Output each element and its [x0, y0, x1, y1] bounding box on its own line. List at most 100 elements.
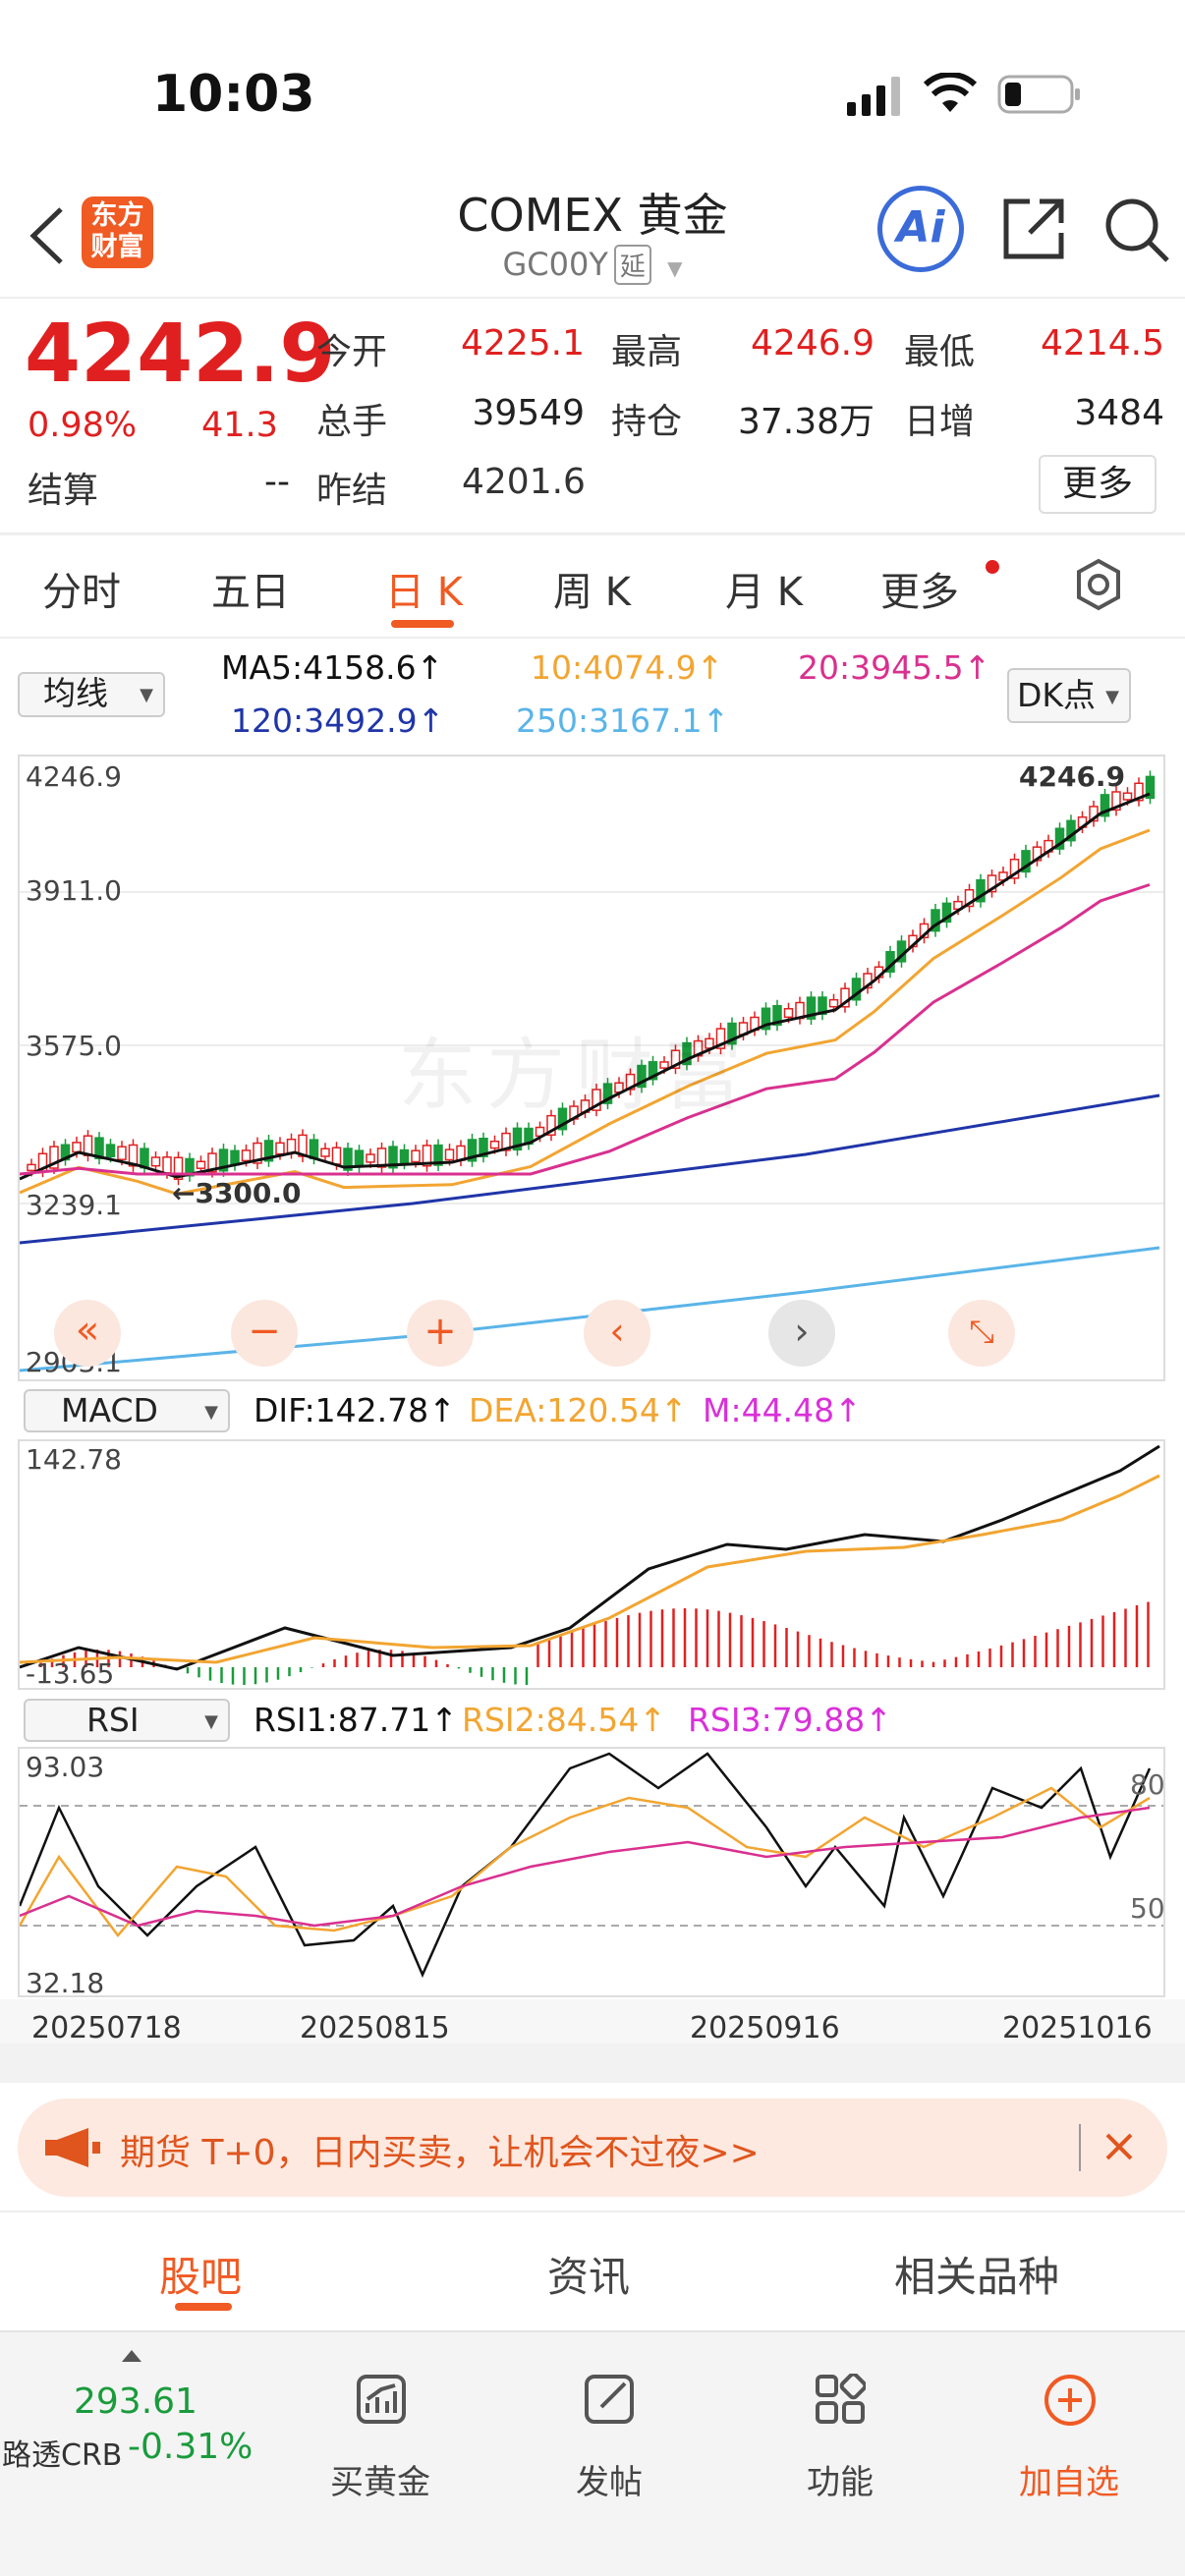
rsi-chart[interactable]: 93.03 32.18 80 50 [18, 1747, 1165, 1999]
candle [828, 998, 839, 1008]
prev-button[interactable]: ‹ [584, 1300, 650, 1367]
function-icon[interactable] [815, 2374, 866, 2425]
close-icon[interactable] [1104, 2132, 1134, 2161]
rsi-level-50: 50 [1130, 1892, 1165, 1925]
candle [512, 1127, 523, 1151]
candle [298, 1134, 308, 1157]
content-tabs: 股吧 资讯 相关品种 [0, 2211, 1185, 2328]
rsi-level-80: 80 [1130, 1768, 1165, 1801]
tab-more[interactable]: 更多 [880, 570, 959, 615]
nav-function[interactable]: 功能 [807, 2463, 874, 2502]
add-watchlist-icon[interactable] [1044, 2374, 1097, 2427]
macd-chart[interactable]: 142.78 -13.65 [18, 1439, 1165, 1690]
zoom-in-button[interactable]: + [407, 1300, 474, 1367]
dk-point-button[interactable]: DK点 [1007, 668, 1131, 723]
rsi2-line [20, 1786, 1151, 1937]
page-title: COMEX 黄金 [457, 189, 728, 242]
rsi-legend: RSI RSI1:87.71↑ RSI2:84.54↑ RSI3:79.88↑ [0, 1697, 1185, 1744]
ma10-value: 10:4074.9↑ [531, 648, 724, 687]
tab-related[interactable]: 相关品种 [894, 2253, 1060, 2301]
ai-button[interactable]: Ai [877, 186, 964, 272]
candle [592, 1089, 601, 1111]
share-icon[interactable] [1000, 196, 1067, 262]
rsi1-value: RSI1:87.71↑ [254, 1701, 458, 1739]
high-label: 最高 [611, 332, 683, 372]
candle [501, 1132, 511, 1151]
candle [546, 1114, 556, 1136]
candle [275, 1142, 285, 1155]
candle [772, 1005, 782, 1026]
candle [1145, 775, 1156, 800]
battery-icon [997, 75, 1080, 114]
indicator-selector[interactable]: 均线 [18, 672, 165, 717]
tab-five-day[interactable]: 五日 [211, 570, 290, 615]
rsi-ymin: 32.18 [26, 1967, 105, 1999]
tab-news[interactable]: 资讯 [547, 2253, 631, 2301]
settings-icon[interactable] [1071, 557, 1126, 612]
next-button[interactable]: › [768, 1300, 835, 1367]
date-label-4: 20251016 [1002, 2011, 1153, 2045]
nav-post[interactable]: 发帖 [576, 2463, 643, 2502]
post-icon[interactable] [584, 2374, 635, 2425]
promo-banner[interactable]: 期货 T+0，日内买卖，让机会不过夜>> [18, 2099, 1167, 2197]
daily-inc-label: 日增 [904, 402, 976, 442]
candle [94, 1137, 104, 1159]
tab-weekly-k[interactable]: 周 K [553, 570, 631, 615]
macd-selector[interactable]: MACD [24, 1389, 230, 1432]
candle [976, 878, 986, 903]
tab-daily-k[interactable]: 日 K [385, 570, 463, 615]
candle [931, 909, 940, 932]
candle [150, 1156, 161, 1167]
back-icon[interactable] [24, 201, 73, 270]
candle [964, 888, 975, 908]
contract-code[interactable]: GC00Y 延 ▼ [502, 245, 683, 285]
oi-value: 37.38万 [737, 402, 875, 442]
candle [648, 1061, 658, 1081]
more-quote-button[interactable]: 更多 [1039, 455, 1157, 514]
delay-tag: 延 [613, 245, 651, 285]
zoom-out-button[interactable]: − [231, 1300, 298, 1367]
collapse-arrow-icon[interactable] [122, 2350, 141, 2362]
kline-chart[interactable]: 4246.9 3911.0 3575.0 3239.1 2903.1 4246.… [18, 755, 1165, 1381]
nav-add-watchlist[interactable]: 加自选 [1019, 2463, 1119, 2502]
scroll-start-button[interactable]: « [54, 1300, 121, 1367]
macd-ymax: 142.78 [26, 1443, 122, 1476]
rsi3-value: RSI3:79.88↑ [688, 1701, 892, 1739]
active-tab-indicator [391, 620, 454, 628]
bottom-nav: 293.61 路透CRB -0.31% 买黄金 发帖 功能 加自选 [0, 2330, 1185, 2576]
low-annotation: ←3300.0 [172, 1177, 302, 1209]
candle [422, 1145, 432, 1167]
fullscreen-button[interactable]: ⤡ [948, 1300, 1015, 1367]
candle [1100, 794, 1110, 817]
watermark: 东方财富 [398, 1030, 752, 1121]
dif-line [20, 1444, 1160, 1671]
candle [467, 1139, 478, 1162]
candle [49, 1146, 59, 1169]
prev-settle-value: 4201.6 [462, 462, 586, 502]
candle [1009, 859, 1020, 879]
notification-dot [986, 560, 999, 574]
period-tabs: 分时 五日 日 K 周 K 月 K 更多 [0, 535, 1185, 639]
rsi2-value: RSI2:84.54↑ [462, 1701, 666, 1739]
nav-buy-gold[interactable]: 买黄金 [330, 2463, 430, 2502]
tab-forum[interactable]: 股吧 [159, 2253, 243, 2301]
candle [987, 874, 997, 893]
crb-change: -0.31% [128, 2427, 254, 2467]
candle [1089, 806, 1099, 822]
x-axis-dates: 20250718 20250815 20250916 20251016 [0, 1999, 1185, 2045]
date-label-2: 20250815 [300, 2011, 450, 2045]
search-icon[interactable] [1102, 196, 1171, 264]
buy-gold-icon[interactable] [356, 2374, 407, 2425]
candle [479, 1138, 488, 1157]
low-label: 最低 [904, 332, 976, 372]
candle [173, 1156, 184, 1180]
tab-intraday[interactable]: 分时 [42, 570, 121, 615]
tab-monthly-k[interactable]: 月 K [725, 570, 803, 615]
app-logo: 东方 财富 [82, 196, 153, 268]
candle [941, 902, 952, 924]
candle [851, 978, 862, 1001]
open-label: 今开 [316, 332, 388, 372]
candle [1054, 827, 1065, 850]
candle [263, 1140, 274, 1162]
rsi-selector[interactable]: RSI [24, 1699, 230, 1742]
